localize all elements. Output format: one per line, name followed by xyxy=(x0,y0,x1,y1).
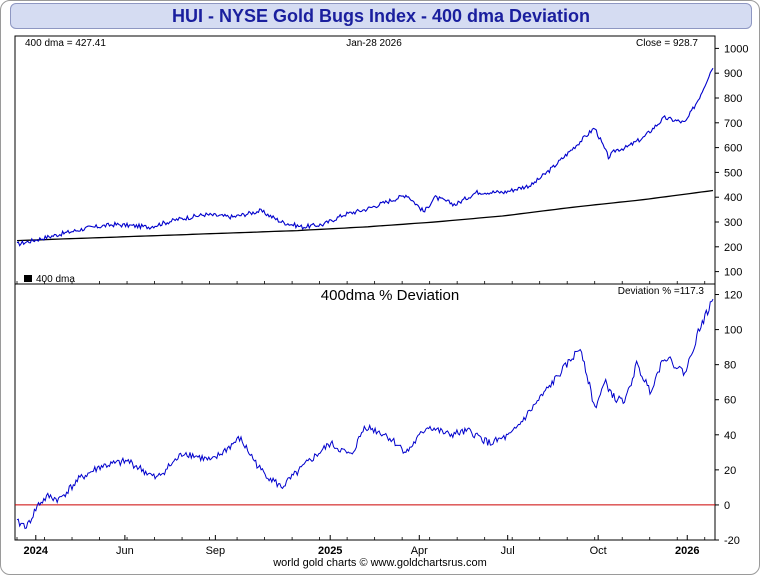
x-tick-label: Sep xyxy=(206,545,226,557)
price-panel-border xyxy=(14,35,716,285)
deviation-tick-label: 20 xyxy=(724,465,736,477)
deviation-tick-label: 80 xyxy=(724,360,736,372)
legend-label: 400 dma xyxy=(36,274,75,285)
price-line xyxy=(16,67,714,247)
x-tick-label: 2024 xyxy=(24,545,49,557)
price-tick-label: 500 xyxy=(724,167,742,179)
x-tick-label: Jun xyxy=(116,545,134,557)
dma-line xyxy=(16,189,714,242)
x-tick-label: 2025 xyxy=(318,545,342,557)
deviation-line xyxy=(16,298,714,530)
x-tick-label: 2026 xyxy=(675,545,699,557)
deviation-panel-border xyxy=(14,283,716,541)
dma-value-label: 400 dma = 427.41 xyxy=(25,38,106,49)
price-tick-label: 600 xyxy=(724,143,742,155)
x-tick-label: Jul xyxy=(501,545,515,557)
deviation-title: 400dma % Deviation xyxy=(321,287,459,304)
x-axis: 2024 Jun Sep 2025 Apr Jul Oct 2026 xyxy=(16,281,706,557)
price-tick-label: 300 xyxy=(724,217,742,229)
legend-swatch xyxy=(24,275,32,282)
deviation-tick-label: 60 xyxy=(724,395,736,407)
footer-credit: world gold charts © www.goldchartsrus.co… xyxy=(273,557,487,569)
deviation-tick-label: 120 xyxy=(724,290,742,302)
deviation-axis: -20 0 20 40 60 80 100 120 xyxy=(715,290,742,547)
price-tick-label: 100 xyxy=(724,267,742,279)
price-axis: 100 200 300 400 500 600 700 800 900 1000 xyxy=(715,43,748,279)
close-value-label: Close = 928.7 xyxy=(636,38,698,49)
deviation-tick-label: 0 xyxy=(724,500,730,512)
price-tick-label: 900 xyxy=(724,68,742,80)
date-label: Jan-28 2026 xyxy=(346,38,402,49)
deviation-value-label: Deviation % =117.3 xyxy=(618,286,705,297)
chart-title: HUI - NYSE Gold Bugs Index - 400 dma Dev… xyxy=(171,6,591,26)
price-tick-label: 200 xyxy=(724,242,742,254)
deviation-tick-label: -20 xyxy=(724,535,740,547)
price-tick-label: 800 xyxy=(724,93,742,105)
x-tick-label: Oct xyxy=(590,545,607,557)
deviation-tick-label: 100 xyxy=(724,325,742,337)
title-bar: HUI - NYSE Gold Bugs Index - 400 dma Dev… xyxy=(10,3,752,29)
price-tick-label: 400 xyxy=(724,192,742,204)
deviation-tick-label: 40 xyxy=(724,430,736,442)
price-tick-label: 700 xyxy=(724,118,742,130)
price-tick-label: 1000 xyxy=(724,43,748,55)
x-tick-label: Apr xyxy=(411,545,428,557)
